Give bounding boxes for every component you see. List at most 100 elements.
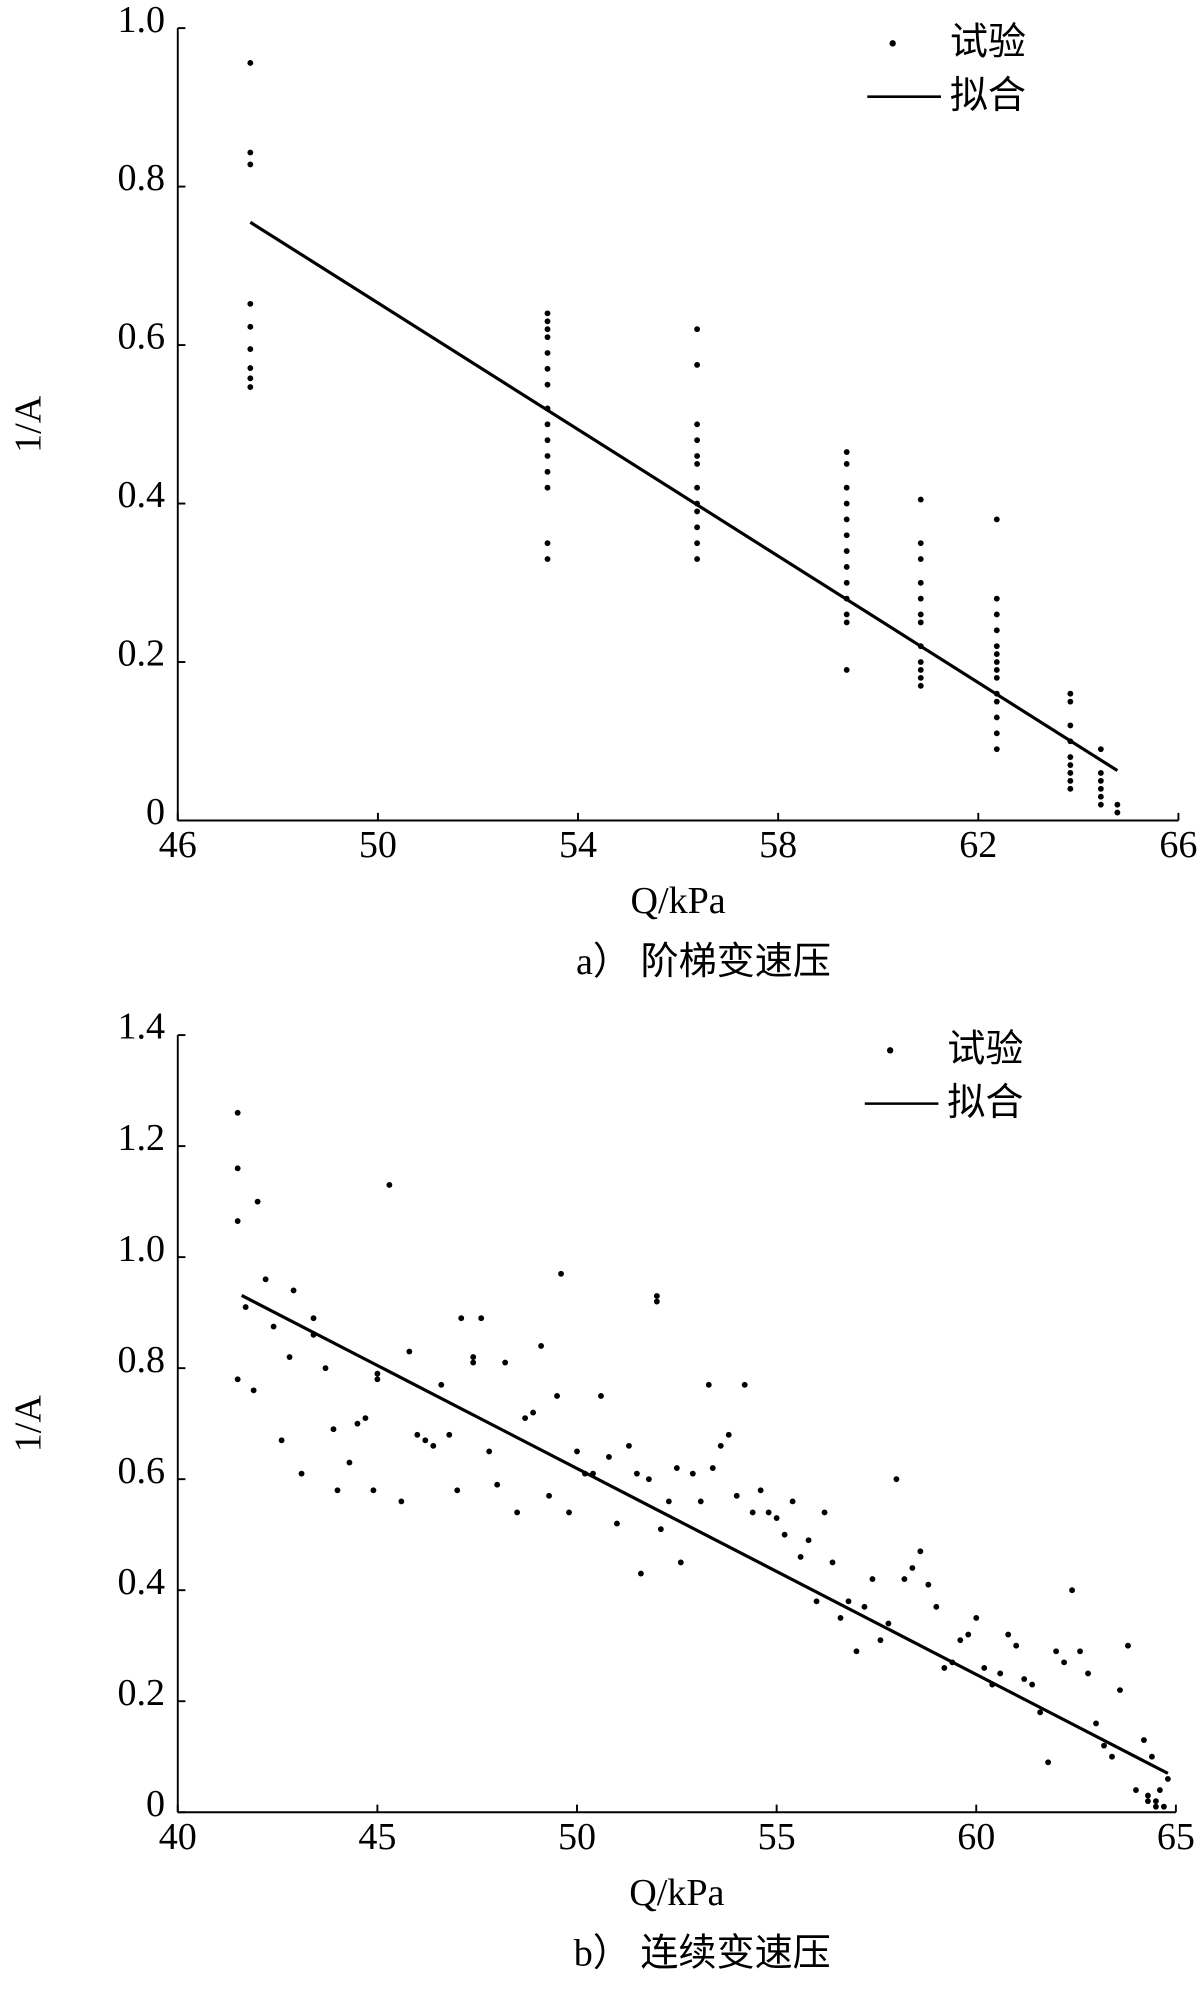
y-tick-label: 0 (146, 791, 165, 833)
data-point (1067, 770, 1074, 776)
data-point (370, 1487, 377, 1494)
data-point (1145, 1798, 1151, 1805)
data-point (843, 484, 850, 491)
data-point (993, 730, 1000, 737)
data-point (1045, 1759, 1052, 1766)
data-point (334, 1487, 341, 1494)
data-point (757, 1487, 764, 1494)
y-tick-label: 0 (146, 1783, 165, 1825)
data-point (877, 1637, 884, 1644)
data-point (278, 1437, 285, 1444)
data-point (709, 1465, 716, 1471)
data-point (544, 334, 551, 341)
data-point (247, 149, 254, 156)
data-point (813, 1598, 820, 1605)
data-point (330, 1426, 337, 1433)
data-point (430, 1442, 437, 1449)
x-tick-label: 62 (959, 824, 997, 866)
legend-label: 拟合 (950, 75, 1026, 117)
data-point (247, 323, 254, 330)
data-point (558, 1270, 564, 1277)
data-point (247, 365, 254, 371)
data-point (247, 375, 254, 382)
data-point (544, 318, 551, 325)
data-point (973, 1615, 980, 1621)
data-point (917, 1548, 924, 1555)
data-point (250, 1387, 257, 1394)
data-point (993, 595, 1000, 602)
data-point (546, 1492, 552, 1499)
data-point (843, 461, 850, 467)
data-point (544, 421, 551, 428)
x-tick-label: 60 (957, 1816, 995, 1858)
data-point (917, 674, 924, 681)
data-point (981, 1664, 988, 1671)
y-tick-label: 0.4 (117, 1561, 165, 1603)
data-point (993, 611, 1000, 618)
data-point (843, 532, 850, 539)
data-point (1097, 777, 1104, 784)
data-point (993, 746, 1000, 753)
y-tick-label: 1.2 (117, 1117, 165, 1159)
data-point (422, 1437, 429, 1444)
data-point (454, 1487, 461, 1494)
data-point (1067, 762, 1074, 768)
data-point (653, 1298, 660, 1305)
data-point (606, 1454, 612, 1460)
data-point (821, 1509, 828, 1516)
data-point (502, 1359, 509, 1366)
data-point (993, 651, 1000, 658)
data-point (1021, 1676, 1028, 1682)
data-point (637, 1570, 644, 1577)
data-point (470, 1354, 477, 1360)
data-point (917, 619, 924, 626)
data-point (717, 1442, 724, 1449)
data-point (247, 384, 254, 390)
data-point (1145, 1792, 1151, 1799)
data-point (665, 1498, 672, 1505)
data-point (837, 1615, 844, 1621)
x-tick-label: 50 (359, 824, 397, 866)
data-point (917, 496, 924, 503)
data-point (673, 1465, 680, 1471)
data-point (1067, 777, 1074, 784)
data-point (741, 1381, 748, 1388)
data-point (1097, 770, 1104, 776)
data-point (1029, 1681, 1036, 1688)
data-point (406, 1348, 413, 1355)
data-point (262, 1276, 269, 1283)
data-point (845, 1598, 852, 1605)
caption: a） 阶梯变速压 (576, 940, 831, 983)
data-point (1097, 801, 1104, 808)
data-point (694, 437, 701, 444)
data-point (478, 1315, 485, 1322)
data-point (254, 1198, 261, 1205)
y-tick-label: 0.6 (117, 1450, 165, 1492)
data-point (544, 484, 551, 491)
data-point (625, 1442, 632, 1449)
data-point (925, 1581, 932, 1588)
x-tick-label: 55 (758, 1816, 796, 1858)
data-point (694, 421, 701, 428)
y-tick-label: 0.4 (117, 474, 165, 516)
data-point (566, 1509, 572, 1516)
data-point (544, 437, 551, 444)
data-point (993, 627, 1000, 634)
data-point (869, 1576, 876, 1583)
y-tick-label: 1.4 (117, 1006, 165, 1048)
data-point (997, 1670, 1004, 1677)
data-point (1152, 1798, 1159, 1805)
legend-marker (886, 1047, 894, 1054)
data-point (544, 453, 551, 459)
data-point (1005, 1631, 1012, 1638)
y-tick-label: 0.8 (117, 157, 165, 199)
data-point (1148, 1753, 1155, 1760)
data-point (530, 1409, 537, 1416)
data-point (234, 1165, 241, 1172)
data-point (234, 1218, 241, 1224)
data-point (374, 1376, 381, 1383)
data-point (1097, 746, 1104, 753)
data-point (861, 1603, 868, 1610)
data-point (544, 326, 551, 333)
